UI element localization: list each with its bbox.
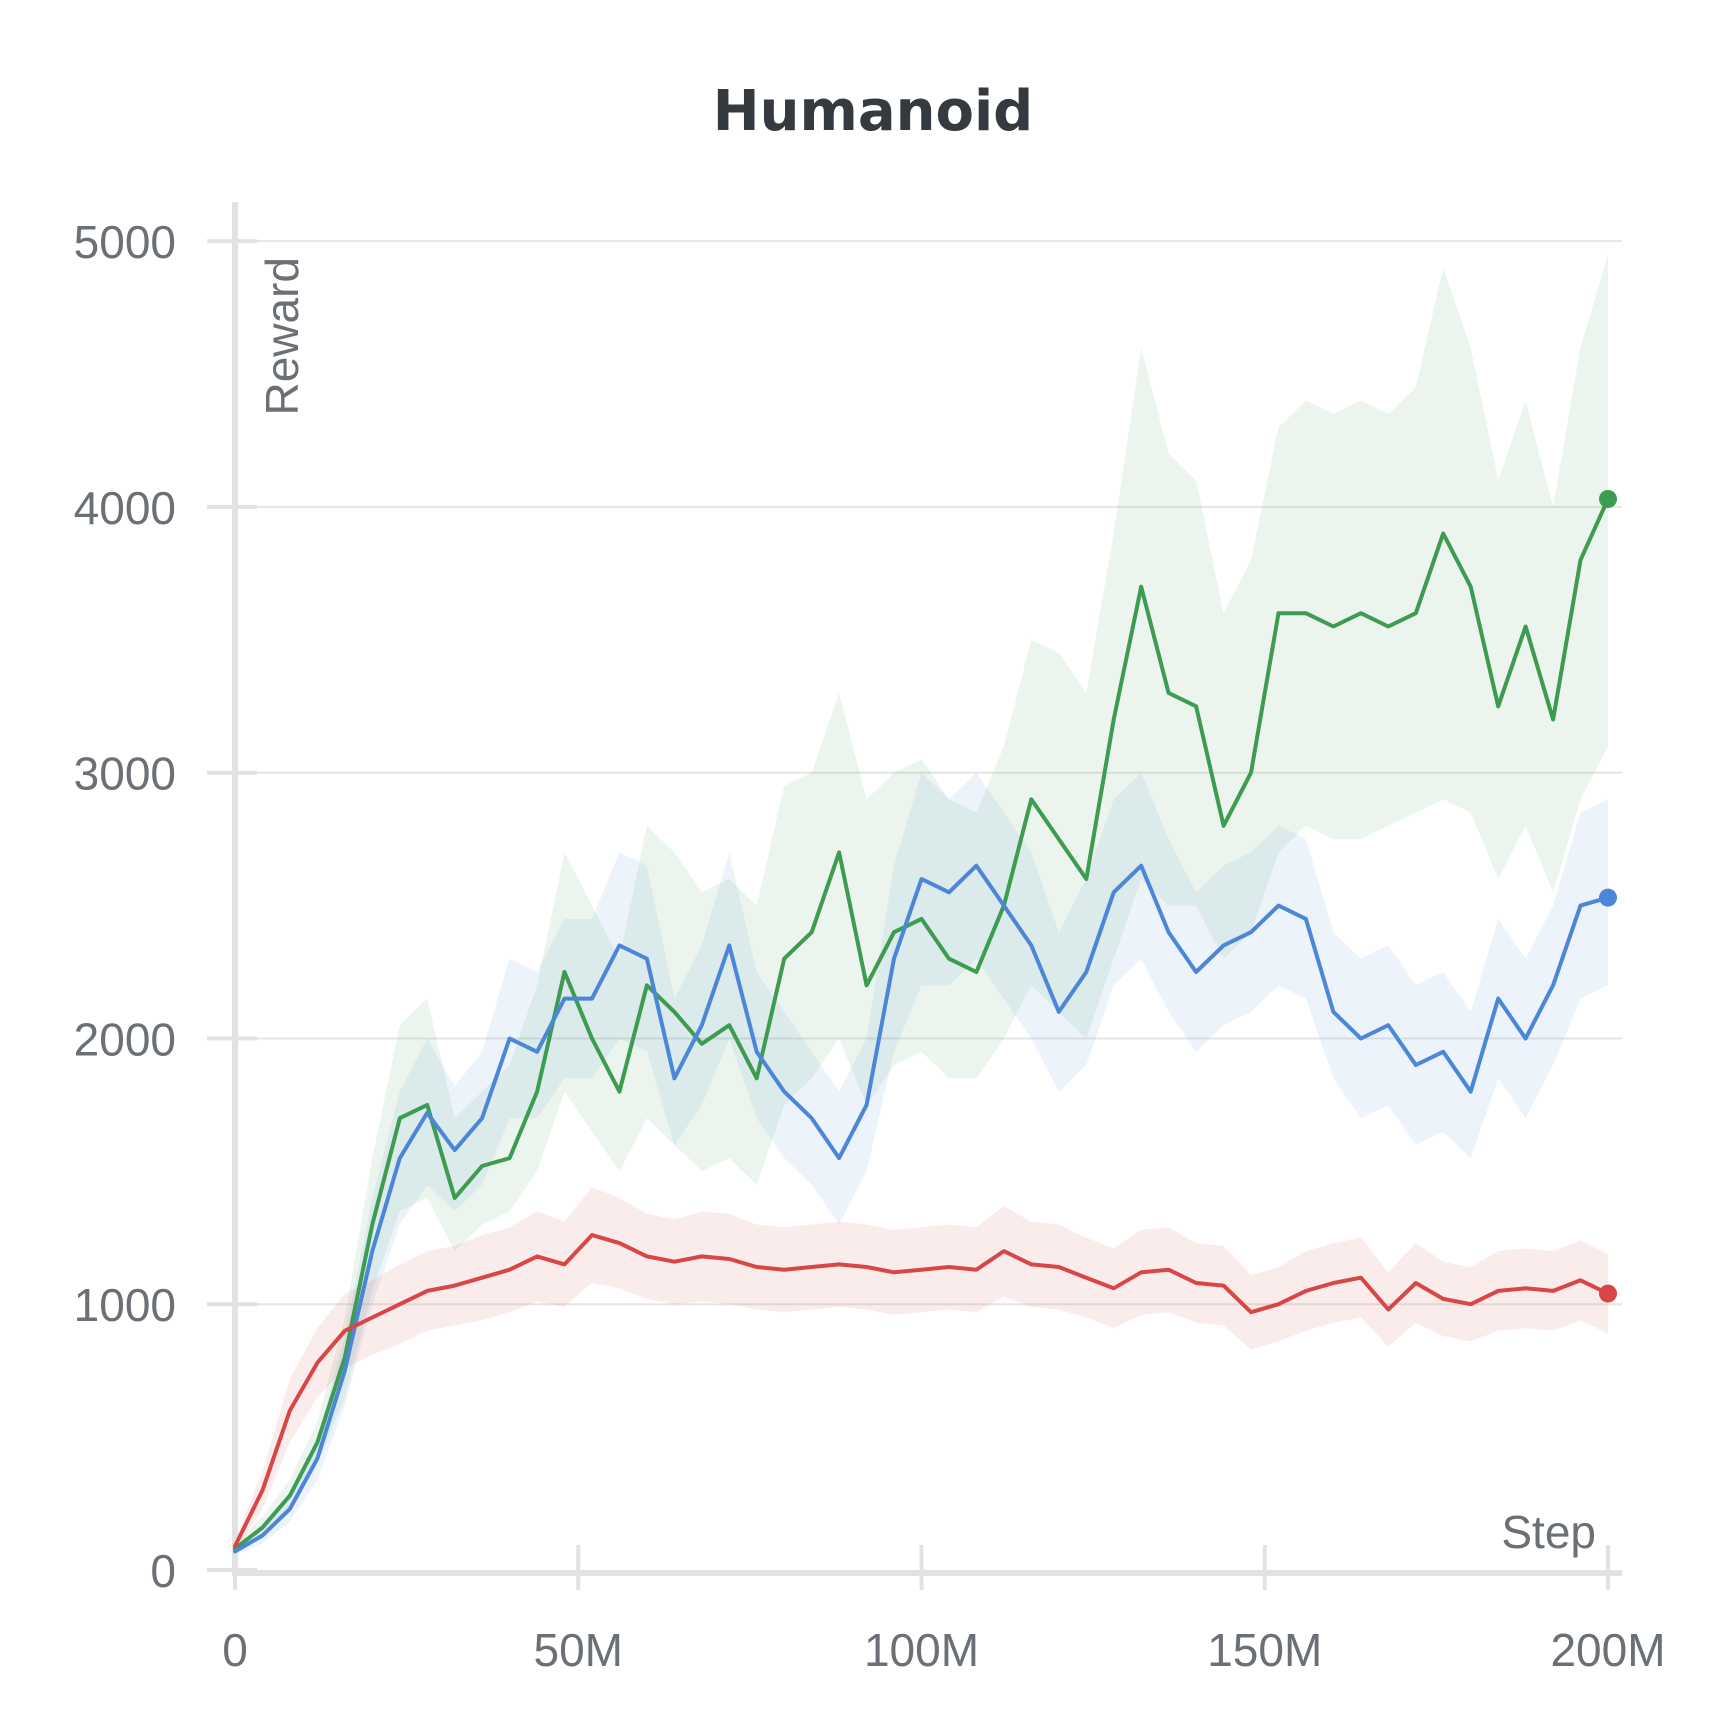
y-tick-label: 2000	[74, 1013, 176, 1065]
x-tick-label: 150M	[1207, 1624, 1322, 1676]
series-band-1	[235, 772, 1608, 1556]
x-tick-label: 0	[222, 1624, 248, 1676]
series-end-point-1	[1599, 888, 1617, 907]
series-lines	[233, 489, 1617, 1554]
series-end-point-2	[1599, 1284, 1617, 1303]
x-axis-label: Step	[1501, 1506, 1596, 1558]
y-tick-label: 0	[150, 1545, 176, 1597]
y-tick-label: 4000	[74, 482, 176, 534]
series-line-1	[233, 863, 1610, 1554]
x-tick-label: 100M	[864, 1624, 979, 1676]
y-tick-label: 3000	[74, 748, 176, 800]
x-tick-label: 200M	[1550, 1624, 1665, 1676]
x-tick-label: 50M	[534, 1624, 623, 1676]
y-tick-label: 5000	[74, 216, 176, 268]
series-line-2	[233, 1233, 1610, 1549]
series-end-point-0	[1599, 489, 1617, 508]
series-band-2	[235, 1187, 1608, 1552]
series-band-0	[235, 254, 1608, 1555]
grid	[235, 240, 1622, 1306]
y-tick-label: 1000	[74, 1279, 176, 1331]
chart-title: Humanoid	[713, 79, 1034, 144]
tick-labels: 0 1000 2000 3000 4000 5000 0 50M 100M 150M 200M	[74, 216, 1666, 1676]
confidence-bands	[235, 254, 1608, 1556]
y-axis-label: Reward	[256, 257, 308, 416]
series-line-0	[233, 497, 1610, 1551]
